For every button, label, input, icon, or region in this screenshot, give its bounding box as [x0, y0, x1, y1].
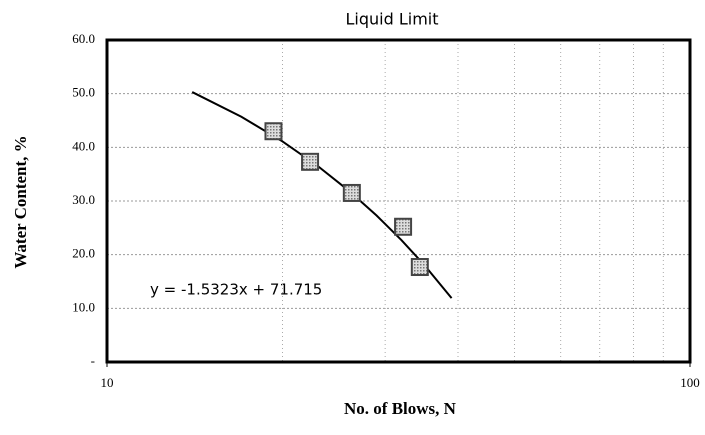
y-tick-label: 50.0 [72, 85, 95, 100]
y-tick-label: 60.0 [72, 31, 95, 46]
data-point [394, 217, 413, 236]
data-point [410, 258, 429, 277]
data-point [301, 152, 320, 171]
y-axis-title: Water Content, % [11, 135, 30, 268]
plot-frame [105, 38, 692, 364]
y-tick-label: 30.0 [72, 192, 95, 207]
data-point [342, 183, 361, 202]
y-tick-label: 40.0 [72, 138, 95, 153]
x-tick-label: 100 [680, 375, 700, 390]
y-tick-label: 20.0 [72, 246, 95, 261]
trendline-equation: y = -1.5323x + 71.715 [150, 281, 322, 299]
x-axis-title: No. of Blows, N [344, 399, 457, 418]
y-tick-label: - [91, 353, 95, 368]
y-tick-label: 10.0 [72, 299, 95, 314]
x-tick-label: 10 [101, 375, 114, 390]
data-point [264, 122, 283, 141]
chart-title: Liquid Limit [345, 10, 438, 29]
